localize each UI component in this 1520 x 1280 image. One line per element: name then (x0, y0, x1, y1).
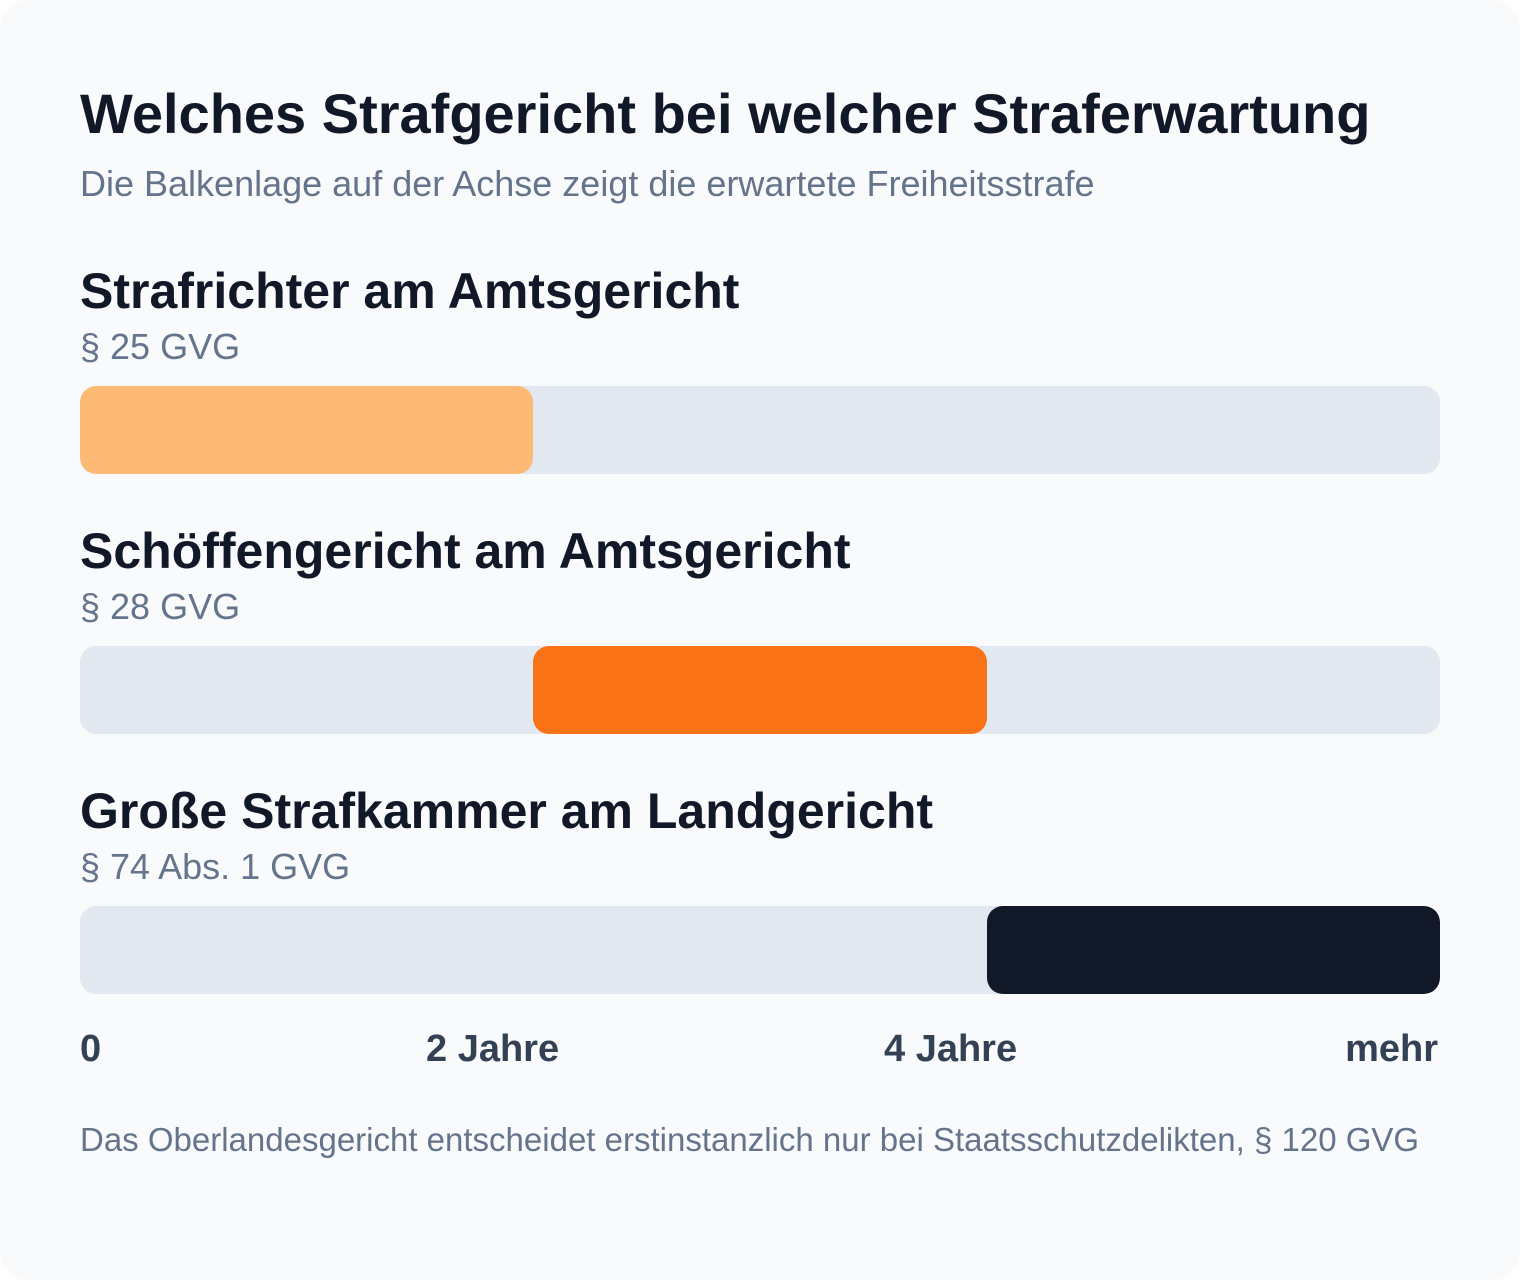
court-law-strafrichter: § 25 GVG (80, 326, 241, 367)
bar-schoeffengericht (533, 646, 987, 734)
court-law-strafkammer: § 74 Abs. 1 GVG (80, 846, 351, 887)
bar-track-strafkammer (80, 906, 1440, 994)
bar-track-schoeffengericht (80, 646, 1440, 734)
x-tick-4-jahre: 4 Jahre (884, 1028, 1018, 1070)
court-name-schoeffengericht: Schöffengericht am Amtsgericht (80, 523, 851, 579)
bar-strafrichter (80, 386, 534, 474)
x-tick-0: 0 (80, 1028, 102, 1070)
x-tick-mehr: mehr (1345, 1028, 1438, 1070)
chart-subtitle: Die Balkenlage auf der Achse zeigt die e… (80, 163, 1095, 204)
court-law-schoeffengericht: § 28 GVG (80, 586, 241, 627)
court-name-strafrichter: Strafrichter am Amtsgericht (80, 263, 740, 319)
chart-title: Welches Strafgericht bei welcher Strafer… (80, 82, 1371, 145)
bar-strafkammer (986, 906, 1440, 994)
footnote: Das Oberlandesgericht entscheidet erstin… (80, 1121, 1420, 1158)
x-tick-2-jahre: 2 Jahre (426, 1028, 560, 1070)
court-name-strafkammer: Große Strafkammer am Landgericht (80, 783, 934, 839)
bar-track-strafrichter (80, 386, 1440, 474)
